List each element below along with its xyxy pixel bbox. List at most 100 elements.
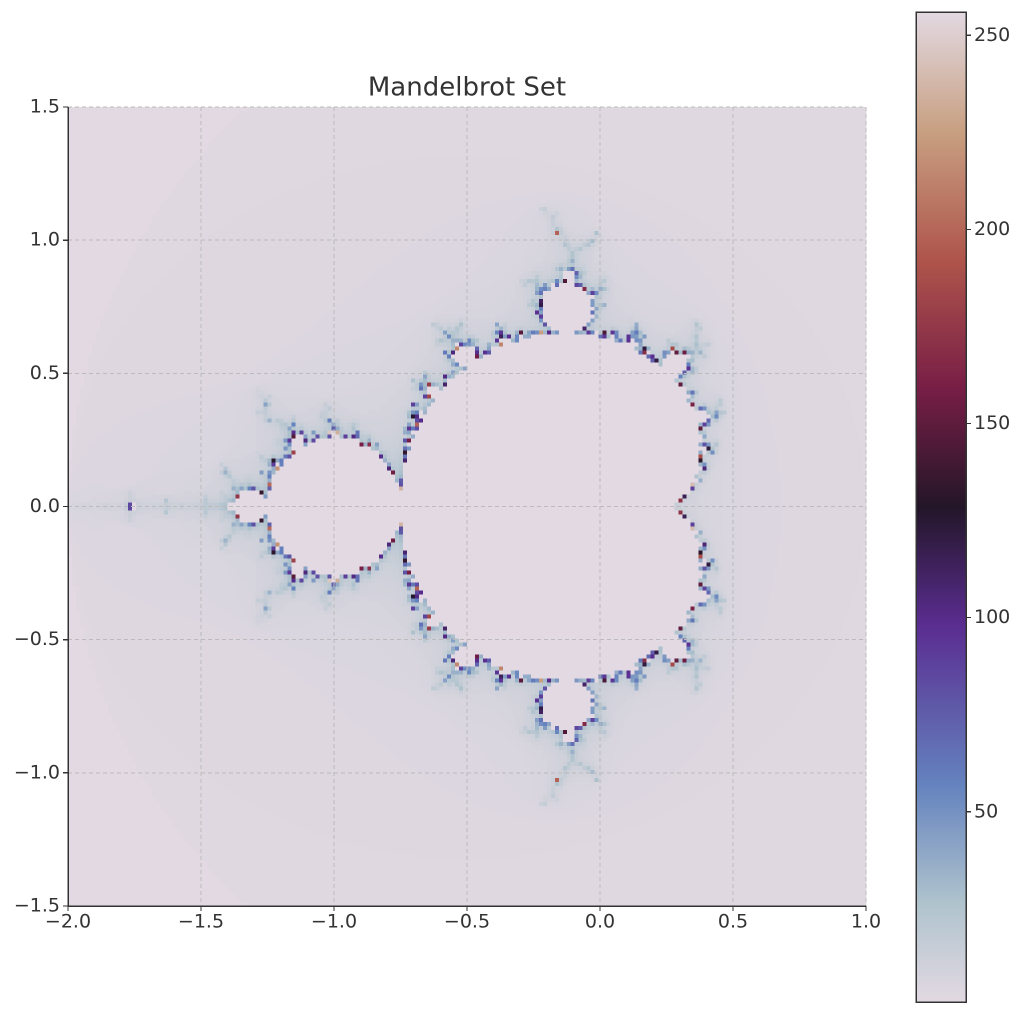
cell [179,186,185,192]
cell [295,162,301,168]
cell [159,190,165,196]
cell [347,146,352,152]
cell [614,130,620,136]
cell [834,190,839,196]
cell [95,178,101,184]
cell [295,118,301,124]
cell [738,130,743,136]
cell [510,198,516,204]
cell [582,158,588,164]
cell [275,186,281,192]
cell [574,146,580,152]
cell [550,202,556,208]
cell [303,194,308,200]
cell [766,162,771,168]
cell [610,134,616,140]
cell [419,107,424,112]
cell [431,134,436,140]
cell [183,107,189,112]
cell [435,150,440,156]
cell [439,122,444,128]
cell [650,202,656,208]
cell [562,158,568,164]
cell [738,174,743,180]
cell [610,182,616,188]
cell [522,190,528,196]
cell [774,190,779,196]
cell [670,170,676,176]
cell [391,150,396,156]
cell [486,158,492,164]
cell [307,114,312,120]
cell [111,170,117,176]
cell [618,166,624,172]
cell [754,130,759,136]
cell [303,142,308,148]
cell [283,158,289,164]
cell [143,150,149,156]
cell [494,134,500,140]
cell [694,138,700,144]
cell [494,146,500,152]
cell [606,194,612,200]
cell [271,134,277,140]
cell [862,142,867,148]
cell [598,122,604,128]
cell [231,178,237,184]
cell [614,162,620,168]
cell [267,110,273,116]
cell [722,182,727,188]
cell [630,138,636,144]
cell [498,190,504,196]
cell [550,182,556,188]
cell [782,126,787,132]
cell [822,158,827,164]
cell [694,130,700,136]
cell [227,170,233,176]
cell [415,166,420,172]
cell [862,198,867,204]
cell [818,194,823,200]
cell [810,186,815,192]
cell [235,138,241,144]
cell [746,170,751,176]
cell [147,118,153,124]
cell [183,162,189,168]
cell [658,202,664,208]
cell [802,150,807,156]
cell [562,194,568,200]
cell [714,194,719,200]
cell [279,186,285,192]
cell [83,194,89,200]
cell [335,190,340,196]
cell [199,198,205,204]
cell [558,170,564,176]
cell [762,158,767,164]
cell [191,162,197,168]
cell [742,162,747,168]
cell [455,158,460,164]
cell [838,158,843,164]
cell [518,170,524,176]
cell [790,114,795,120]
cell [566,198,572,204]
cell [570,186,576,192]
cell [431,150,436,156]
cell [283,170,289,176]
cell [526,118,532,124]
cell [522,146,528,152]
cell [407,107,412,112]
cell [411,118,416,124]
cell [231,114,237,120]
cell [427,122,432,128]
cell [163,162,169,168]
cell [187,107,193,112]
cell [662,170,668,176]
cell [582,190,588,196]
cell [630,178,636,184]
cell [383,178,388,184]
cell [718,122,723,128]
cell [267,126,273,132]
cell [159,182,165,188]
cell [131,122,137,128]
